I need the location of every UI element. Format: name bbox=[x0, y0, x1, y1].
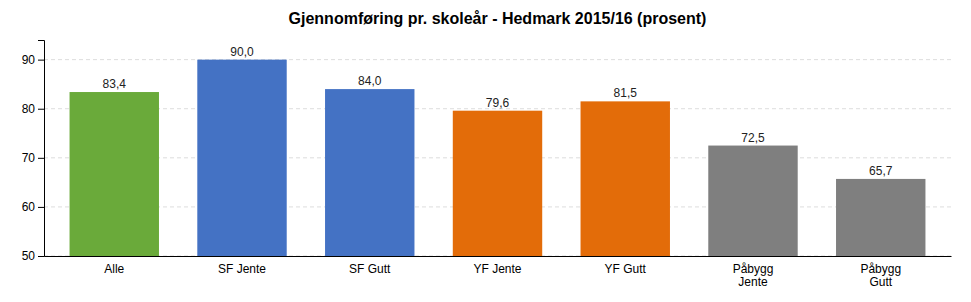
bar bbox=[581, 101, 670, 256]
x-tick: SF Jente bbox=[218, 256, 266, 276]
y-tick: 80 bbox=[22, 102, 44, 116]
x-tick: PåbyggJente bbox=[733, 256, 774, 289]
plot: 83,4 90,0 84,0 79,6 81,5 72,5 65,7 50 60 70 80 90 Al… bbox=[22, 41, 952, 290]
data-label: 81,5 bbox=[614, 86, 638, 100]
x-tick-label: YF Gutt bbox=[605, 262, 647, 276]
bar bbox=[325, 89, 414, 256]
data-label: 84,0 bbox=[358, 74, 382, 88]
x-tick-label: Alle bbox=[104, 262, 124, 276]
x-tick: YF Gutt bbox=[605, 256, 647, 276]
data-labels: 83,4 90,0 84,0 79,6 81,5 72,5 65,7 bbox=[103, 45, 893, 178]
bar bbox=[70, 92, 159, 256]
data-label: 65,7 bbox=[869, 164, 893, 178]
y-tick-label: 60 bbox=[22, 200, 36, 214]
bar bbox=[453, 111, 542, 256]
y-tick-mark bbox=[38, 207, 44, 208]
x-tick-label: SF Jente bbox=[218, 262, 266, 276]
y-tick: 60 bbox=[22, 200, 44, 214]
y-tick-label: 50 bbox=[22, 249, 36, 263]
x-tick-label: PåbyggJente bbox=[733, 262, 774, 290]
data-label: 72,5 bbox=[741, 131, 765, 145]
x-tick: PåbyggGutt bbox=[860, 256, 901, 289]
y-tick-label: 70 bbox=[22, 151, 36, 165]
x-tick: YF Jente bbox=[473, 256, 521, 276]
bar bbox=[836, 179, 925, 256]
grid-line bbox=[44, 59, 951, 60]
bar bbox=[708, 146, 797, 256]
y-axis-line bbox=[38, 41, 45, 257]
y-tick-mark bbox=[38, 256, 44, 257]
y-tick-mark bbox=[38, 158, 44, 159]
y-tick: 70 bbox=[22, 151, 44, 165]
x-tick: Alle bbox=[104, 256, 124, 276]
y-tick-label: 80 bbox=[22, 102, 36, 116]
y-tick: 90 bbox=[22, 53, 44, 67]
grid bbox=[44, 60, 951, 256]
x-tick-label: PåbyggGutt bbox=[860, 262, 901, 290]
y-tick-mark bbox=[38, 60, 44, 61]
x-axis: Alle SF Jente SF Gutt YF Jente YF Gutt Påbygg… bbox=[45, 256, 952, 289]
x-tick-label: SF Gutt bbox=[349, 262, 391, 276]
y-tick-mark bbox=[38, 109, 44, 110]
bar bbox=[197, 60, 286, 256]
y-tick-label: 90 bbox=[22, 53, 36, 67]
y-tick: 50 bbox=[22, 249, 44, 263]
x-tick: SF Gutt bbox=[349, 256, 391, 276]
title: Gjennomføring pr. skoleår - Hedmark 2015… bbox=[289, 10, 707, 27]
y-axis: 50 60 70 80 90 bbox=[22, 41, 45, 264]
data-label: 90,0 bbox=[230, 45, 254, 59]
x-tick-label: YF Jente bbox=[473, 262, 521, 276]
data-label: 83,4 bbox=[103, 77, 127, 91]
bars bbox=[70, 60, 926, 256]
data-label: 79,6 bbox=[486, 96, 510, 110]
chart: 83,4 90,0 84,0 79,6 81,5 72,5 65,7 50 60 70 80 90 Al… bbox=[0, 0, 971, 302]
x-axis-line bbox=[45, 256, 952, 257]
